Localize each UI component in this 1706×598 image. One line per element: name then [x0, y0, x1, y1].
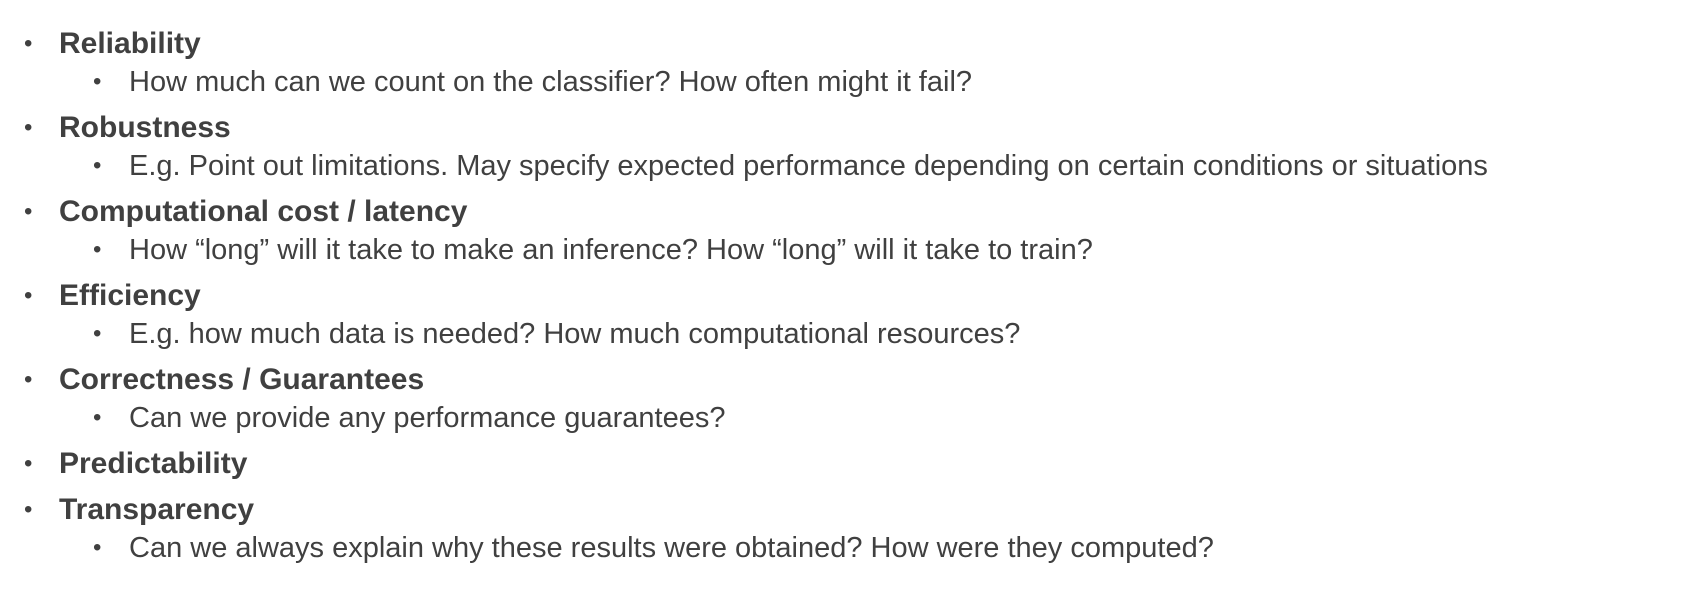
bullet-dot-icon: • — [24, 366, 33, 393]
bullet-dot-icon: • — [93, 404, 102, 431]
item-title: Correctness / Guarantees — [59, 363, 425, 396]
item-detail: How much can we count on the classifier?… — [129, 66, 973, 98]
sub-bullet-row: • Can we always explain why these result… — [0, 529, 1706, 567]
bullet-dot-icon: • — [93, 152, 102, 179]
bullet-dot-icon: • — [24, 282, 33, 309]
item-detail: Can we always explain why these results … — [129, 532, 1214, 564]
list-item-efficiency: • Efficiency • E.g. how much data is nee… — [0, 277, 1706, 361]
item-detail: E.g. how much data is needed? How much c… — [129, 318, 1021, 350]
main-bullet-row: • Transparency — [0, 491, 1706, 529]
sub-bullet-row: • E.g. how much data is needed? How much… — [0, 315, 1706, 353]
bullet-dot-icon: • — [93, 68, 102, 95]
bullet-dot-icon: • — [24, 114, 33, 141]
item-title: Robustness — [59, 111, 231, 144]
list-item-correctness: • Correctness / Guarantees • Can we prov… — [0, 361, 1706, 445]
sub-bullet-row: • E.g. Point out limitations. May specif… — [0, 147, 1706, 185]
bullet-dot-icon: • — [93, 534, 102, 561]
sub-bullet-row: • How much can we count on the classifie… — [0, 63, 1706, 101]
bullet-dot-icon: • — [93, 236, 102, 263]
list-item-robustness: • Robustness • E.g. Point out limitation… — [0, 109, 1706, 193]
item-title: Predictability — [59, 447, 248, 480]
list-item-transparency: • Transparency • Can we always explain w… — [0, 491, 1706, 567]
sub-bullet-row: • Can we provide any performance guarant… — [0, 399, 1706, 437]
main-bullet-row: • Reliability — [0, 25, 1706, 63]
list-item-reliability: • Reliability • How much can we count on… — [0, 25, 1706, 109]
item-title: Computational cost / latency — [59, 195, 468, 228]
main-bullet-row: • Robustness — [0, 109, 1706, 147]
item-detail: How “long” will it take to make an infer… — [129, 234, 1093, 266]
item-title: Reliability — [59, 27, 201, 60]
bullet-dot-icon: • — [93, 320, 102, 347]
sub-bullet-row: • How “long” will it take to make an inf… — [0, 231, 1706, 269]
main-bullet-row: • Efficiency — [0, 277, 1706, 315]
item-title: Transparency — [59, 493, 255, 526]
item-detail: E.g. Point out limitations. May specify … — [129, 150, 1488, 182]
item-detail: Can we provide any performance guarantee… — [129, 402, 726, 434]
main-bullet-row: • Computational cost / latency — [0, 193, 1706, 231]
list-item-computational-cost: • Computational cost / latency • How “lo… — [0, 193, 1706, 277]
item-title: Efficiency — [59, 279, 201, 312]
bullet-list: • Reliability • How much can we count on… — [0, 25, 1706, 567]
bullet-dot-icon: • — [24, 496, 33, 523]
bullet-dot-icon: • — [24, 198, 33, 225]
main-bullet-row: • Correctness / Guarantees — [0, 361, 1706, 399]
bullet-dot-icon: • — [24, 450, 33, 477]
bullet-dot-icon: • — [24, 30, 33, 57]
list-item-predictability: • Predictability — [0, 445, 1706, 491]
main-bullet-row: • Predictability — [0, 445, 1706, 483]
